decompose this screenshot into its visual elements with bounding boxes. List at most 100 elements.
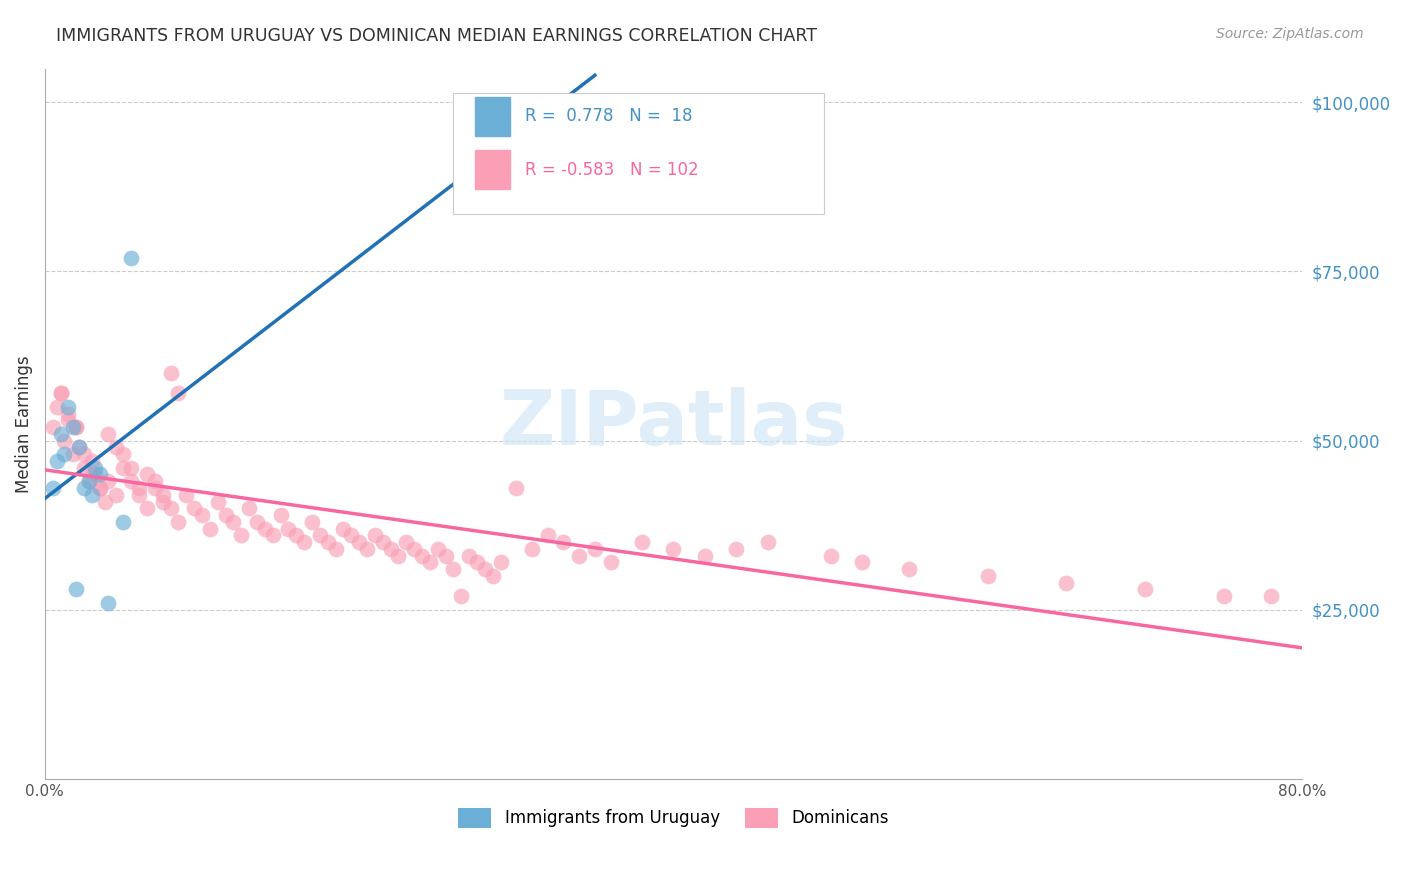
Point <box>238 501 260 516</box>
Point <box>851 556 873 570</box>
Point <box>97 426 120 441</box>
Point <box>128 488 150 502</box>
Text: R = -0.583   N = 102: R = -0.583 N = 102 <box>524 161 699 179</box>
Point <box>191 508 214 522</box>
Point <box>231 528 253 542</box>
Point <box>128 481 150 495</box>
Point <box>49 386 72 401</box>
Point <box>143 481 166 495</box>
Point <box>364 528 387 542</box>
Point <box>80 488 103 502</box>
Point <box>505 481 527 495</box>
Point <box>1133 582 1156 597</box>
Point <box>301 515 323 529</box>
Point <box>167 515 190 529</box>
Point <box>553 535 575 549</box>
Point <box>270 508 292 522</box>
Point <box>52 447 75 461</box>
Point <box>404 541 426 556</box>
FancyBboxPatch shape <box>454 94 824 214</box>
Point <box>1260 589 1282 603</box>
Point <box>419 556 441 570</box>
Point <box>434 549 457 563</box>
Point <box>222 515 245 529</box>
Point <box>387 549 409 563</box>
Point <box>583 541 606 556</box>
Point <box>505 156 527 170</box>
Point <box>450 589 472 603</box>
Point <box>308 528 330 542</box>
Point <box>693 549 716 563</box>
Point <box>89 481 111 495</box>
Point <box>65 420 87 434</box>
Point <box>152 494 174 508</box>
Point <box>58 407 80 421</box>
Point <box>1212 589 1234 603</box>
Point <box>977 569 1000 583</box>
Point <box>112 460 135 475</box>
Point <box>898 562 921 576</box>
Point <box>458 549 481 563</box>
Point <box>292 535 315 549</box>
Point <box>112 447 135 461</box>
Point <box>143 474 166 488</box>
Point <box>426 541 449 556</box>
Point <box>253 522 276 536</box>
Point <box>49 426 72 441</box>
Point <box>120 460 142 475</box>
Bar <box>475 150 510 189</box>
Point <box>159 501 181 516</box>
Legend: Immigrants from Uruguay, Dominicans: Immigrants from Uruguay, Dominicans <box>451 801 896 835</box>
Point <box>104 441 127 455</box>
Point <box>285 528 308 542</box>
Point <box>52 434 75 448</box>
Point <box>474 562 496 576</box>
Point <box>340 528 363 542</box>
Point <box>725 541 748 556</box>
Text: ZIPatlas: ZIPatlas <box>499 387 848 461</box>
Point <box>489 556 512 570</box>
Point <box>246 515 269 529</box>
Point <box>662 541 685 556</box>
Point <box>332 522 354 536</box>
Point <box>93 494 115 508</box>
Text: R =  0.778   N =  18: R = 0.778 N = 18 <box>524 107 693 125</box>
Point <box>316 535 339 549</box>
Point <box>62 447 84 461</box>
Point <box>474 115 496 129</box>
Point <box>537 528 560 542</box>
Point <box>277 522 299 536</box>
Point <box>67 441 90 455</box>
Point <box>520 541 543 556</box>
Point <box>356 541 378 556</box>
Point <box>756 535 779 549</box>
Point <box>481 569 503 583</box>
Point <box>599 556 621 570</box>
Point <box>207 494 229 508</box>
Point <box>84 460 107 475</box>
Point <box>62 420 84 434</box>
Point <box>58 400 80 414</box>
Point <box>183 501 205 516</box>
Point <box>104 488 127 502</box>
Point <box>395 535 418 549</box>
Point <box>152 488 174 502</box>
Point <box>371 535 394 549</box>
Point <box>1054 575 1077 590</box>
Point <box>97 596 120 610</box>
Point <box>58 413 80 427</box>
Point <box>136 501 159 516</box>
Point <box>159 366 181 380</box>
Y-axis label: Median Earnings: Median Earnings <box>15 355 32 492</box>
Point <box>120 251 142 265</box>
Point <box>120 474 142 488</box>
Point <box>73 460 96 475</box>
Point <box>443 562 465 576</box>
Bar <box>475 97 510 136</box>
Point <box>65 582 87 597</box>
Point <box>49 386 72 401</box>
Point <box>325 541 347 556</box>
Point <box>820 549 842 563</box>
Point <box>80 454 103 468</box>
Point <box>465 556 488 570</box>
